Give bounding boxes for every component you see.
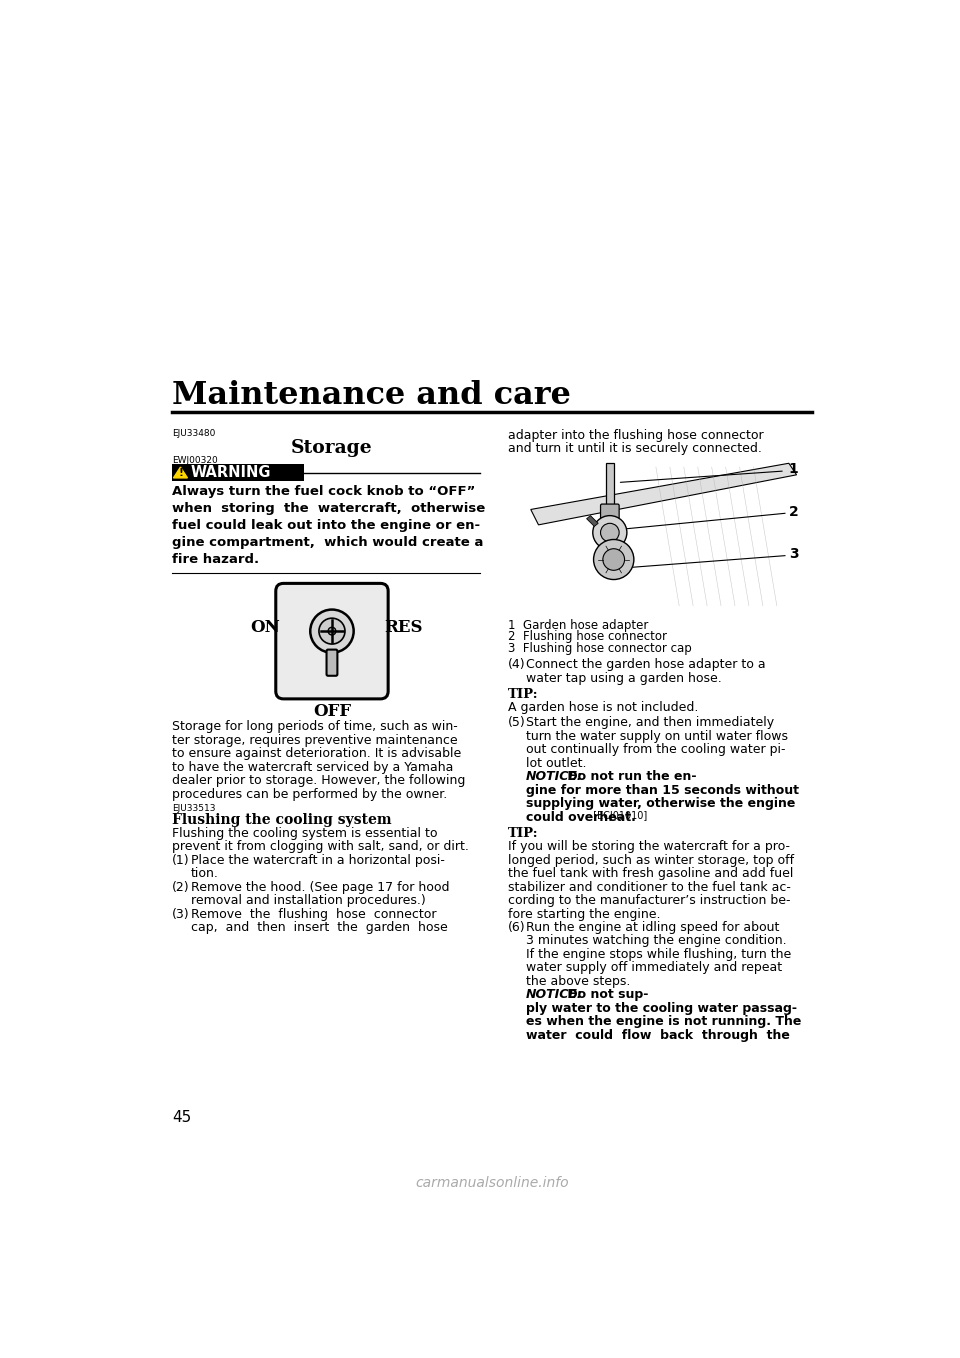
Text: Place the watercraft in a horizontal posi-: Place the watercraft in a horizontal pos… [190,854,444,866]
Text: 3  Flushing hose connector cap: 3 Flushing hose connector cap [508,642,691,655]
Text: removal and installation procedures.): removal and installation procedures.) [190,894,425,907]
Text: 45: 45 [172,1109,191,1124]
Text: TIP:: TIP: [508,827,539,841]
Circle shape [593,539,634,580]
Text: prevent it from clogging with salt, sand, or dirt.: prevent it from clogging with salt, sand… [172,841,468,853]
Text: 1: 1 [789,463,799,477]
Circle shape [328,627,336,636]
Text: cording to the manufacturer’s instruction be-: cording to the manufacturer’s instructio… [508,894,790,907]
Text: If you will be storing the watercraft for a pro-: If you will be storing the watercraft fo… [508,841,789,853]
Text: fore starting the engine.: fore starting the engine. [508,907,660,921]
Polygon shape [174,467,187,478]
Text: EWJ00320: EWJ00320 [172,455,218,464]
Text: (2): (2) [172,880,189,894]
Text: NOTICE:: NOTICE: [526,770,583,784]
Text: dealer prior to storage. However, the following: dealer prior to storage. However, the fo… [172,774,466,788]
Text: water tap using a garden hose.: water tap using a garden hose. [526,672,722,684]
Bar [172,464,303,481]
Text: Always turn the fuel cock knob to “OFF”: Always turn the fuel cock knob to “OFF” [172,485,475,498]
Text: EJU33480: EJU33480 [172,429,215,437]
Text: gine for more than 15 seconds without: gine for more than 15 seconds without [526,784,799,797]
Text: RES: RES [384,619,422,636]
Circle shape [592,516,627,550]
Circle shape [601,523,619,542]
Text: If the engine stops while flushing, turn the: If the engine stops while flushing, turn… [526,948,791,961]
Text: A garden hose is not included.: A garden hose is not included. [508,701,698,714]
Text: stabilizer and conditioner to the fuel tank ac-: stabilizer and conditioner to the fuel t… [508,880,790,894]
FancyBboxPatch shape [326,649,337,676]
Text: gine compartment,  which would create a: gine compartment, which would create a [172,535,483,549]
Text: (6): (6) [508,921,525,934]
Bar [512,459,808,614]
Text: procedures can be performed by the owner.: procedures can be performed by the owner… [172,788,447,801]
Text: Start the engine, and then immediately: Start the engine, and then immediately [526,716,774,729]
Text: fuel could leak out into the engine or en-: fuel could leak out into the engine or e… [172,519,480,532]
Text: Remove  the  flushing  hose  connector: Remove the flushing hose connector [190,907,436,921]
Text: adapter into the flushing hose connector: adapter into the flushing hose connector [508,429,763,441]
Text: cap,  and  then  insert  the  garden  hose: cap, and then insert the garden hose [190,921,447,934]
Text: fire hazard.: fire hazard. [172,553,259,565]
Text: Do not sup-: Do not sup- [564,989,649,1001]
Text: Maintenance and care: Maintenance and care [172,380,571,411]
Text: es when the engine is not running. The: es when the engine is not running. The [526,1016,802,1028]
Text: (1): (1) [172,854,189,866]
Text: water  could  flow  back  through  the: water could flow back through the [526,1029,790,1042]
Text: (5): (5) [508,716,525,729]
FancyBboxPatch shape [276,584,388,699]
Text: to have the watercraft serviced by a Yamaha: to have the watercraft serviced by a Yam… [172,760,453,774]
Text: could overheat.: could overheat. [526,811,636,823]
Bar [606,463,613,509]
Text: (4): (4) [508,659,525,671]
Text: and turn it until it is securely connected.: and turn it until it is securely connect… [508,443,761,455]
Text: when  storing  the  watercraft,  otherwise: when storing the watercraft, otherwise [172,501,485,515]
Text: ply water to the cooling water passag-: ply water to the cooling water passag- [526,1002,797,1014]
Text: lot outlet.: lot outlet. [526,756,590,770]
Text: OFF: OFF [313,702,351,720]
Text: Flushing the cooling system is essential to: Flushing the cooling system is essential… [172,827,438,839]
Circle shape [603,549,625,570]
Text: (3): (3) [172,907,189,921]
Polygon shape [531,463,797,524]
Text: the fuel tank with fresh gasoline and add fuel: the fuel tank with fresh gasoline and ad… [508,868,793,880]
Circle shape [319,618,345,644]
Text: out continually from the cooling water pi-: out continually from the cooling water p… [526,743,785,756]
Text: WARNING: WARNING [190,464,271,479]
Text: Run the engine at idling speed for about: Run the engine at idling speed for about [526,921,780,934]
Text: Do not run the en-: Do not run the en- [564,770,697,784]
Text: TIP:: TIP: [508,689,539,701]
Text: 1  Garden hose adapter: 1 Garden hose adapter [508,619,648,631]
Circle shape [310,610,353,653]
Text: tion.: tion. [190,868,219,880]
Text: turn the water supply on until water flows: turn the water supply on until water flo… [526,729,788,743]
Text: longed period, such as winter storage, top off: longed period, such as winter storage, t… [508,854,794,866]
Text: NOTICE:: NOTICE: [526,989,583,1001]
Text: ON: ON [250,619,279,636]
Text: 2: 2 [789,505,799,519]
Text: water supply off immediately and repeat: water supply off immediately and repeat [526,961,782,975]
Text: Remove the hood. (See page 17 for hood: Remove the hood. (See page 17 for hood [190,880,449,894]
Polygon shape [587,516,598,527]
Text: [ECJ01010]: [ECJ01010] [589,811,647,820]
Text: Storage: Storage [291,439,372,456]
Text: 2  Flushing hose connector: 2 Flushing hose connector [508,630,666,644]
Text: supplying water, otherwise the engine: supplying water, otherwise the engine [526,797,796,811]
Text: Connect the garden hose adapter to a: Connect the garden hose adapter to a [526,659,766,671]
Text: 3 minutes watching the engine condition.: 3 minutes watching the engine condition. [526,934,787,948]
Text: the above steps.: the above steps. [526,975,635,987]
Text: 3: 3 [789,547,799,561]
Text: !: ! [178,469,183,478]
Text: EJU33513: EJU33513 [172,804,215,813]
Text: ter storage, requires preventive maintenance: ter storage, requires preventive mainten… [172,733,458,747]
Text: Flushing the cooling system: Flushing the cooling system [172,813,392,827]
Text: Storage for long periods of time, such as win-: Storage for long periods of time, such a… [172,721,458,733]
Text: carmanualsonline.info: carmanualsonline.info [415,1176,569,1190]
FancyBboxPatch shape [601,504,619,520]
Text: to ensure against deterioration. It is advisable: to ensure against deterioration. It is a… [172,747,461,760]
